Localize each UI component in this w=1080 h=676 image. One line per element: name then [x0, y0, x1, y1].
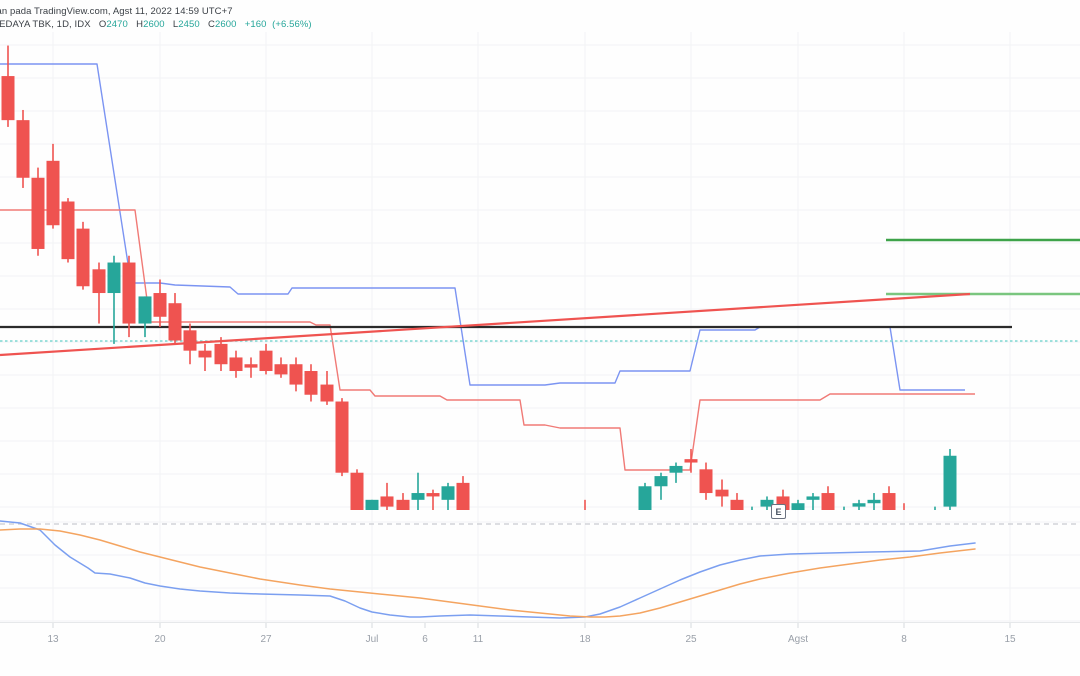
candle[interactable] [274, 357, 288, 378]
time-axis-label: Agst [788, 634, 808, 645]
earnings-marker[interactable]: E [771, 504, 786, 519]
candle[interactable] [699, 462, 713, 500]
candle[interactable] [638, 482, 652, 510]
chart-watermark: dikan pada TradingView.com, Agst 11, 202… [0, 6, 1080, 17]
candle[interactable] [76, 221, 90, 290]
candle[interactable] [259, 343, 273, 375]
candle[interactable] [46, 143, 60, 229]
candle[interactable] [214, 337, 228, 372]
low-label: L [172, 19, 179, 30]
candle[interactable] [31, 167, 45, 256]
time-axis-label: 13 [47, 634, 59, 645]
time-axis-label: 15 [1004, 634, 1016, 645]
supertrend-bearish-line [0, 63, 965, 391]
time-axis[interactable]: 13 20 27 Jul 6 11 18 25 Agst 8 15 [0, 622, 1080, 676]
high-label: H [136, 19, 144, 30]
time-axis-svg: 13 20 27 Jul 6 11 18 25 Agst 8 15 [47, 623, 1016, 645]
candle[interactable] [365, 499, 379, 510]
candle[interactable] [107, 255, 121, 344]
candle[interactable] [898, 503, 911, 510]
change-percent: (+6.56%) [272, 19, 312, 30]
candle[interactable] [654, 472, 668, 500]
candle[interactable] [943, 448, 957, 510]
price-chart-svg[interactable] [0, 32, 1080, 510]
candle[interactable] [882, 486, 896, 510]
candle[interactable] [426, 489, 440, 510]
candle[interactable] [168, 293, 182, 344]
candle[interactable] [183, 323, 197, 365]
macd-gridlines [0, 510, 1080, 622]
macd-indicator-pane[interactable] [0, 510, 1080, 622]
price-pane[interactable] [0, 32, 1080, 510]
low-value: 2450 [178, 19, 200, 30]
candle[interactable] [153, 279, 167, 327]
open-value: 2470 [106, 19, 128, 30]
candlestick-series[interactable] [1, 45, 957, 510]
candle[interactable] [821, 486, 835, 510]
candle[interactable] [730, 493, 744, 510]
earnings-marker-label: E [775, 506, 782, 517]
candle[interactable] [441, 482, 455, 510]
change-value: +160 [244, 19, 267, 30]
time-axis-label: Jul [366, 634, 379, 645]
candle[interactable] [320, 371, 334, 405]
time-axis-label: 27 [260, 634, 272, 645]
candle[interactable] [61, 198, 75, 263]
candle[interactable] [122, 255, 136, 338]
time-axis-label: 25 [685, 634, 697, 645]
macd-line-series [0, 520, 976, 619]
candle[interactable] [684, 448, 698, 473]
candle[interactable] [669, 462, 683, 483]
open-label: O [98, 19, 107, 30]
candle[interactable] [92, 262, 106, 324]
candle[interactable] [198, 343, 212, 372]
macd-chart-svg[interactable] [0, 510, 1080, 622]
watermark-text: dikan pada TradingView.com, Agst 11, 202… [0, 6, 233, 17]
candle[interactable] [1, 45, 15, 127]
symbol-name[interactable]: A SEDAYA TBK, 1D, IDX [0, 19, 91, 30]
price-gridlines [0, 32, 1080, 510]
candle[interactable] [852, 499, 866, 510]
symbol-info-bar[interactable]: A SEDAYA TBK, 1D, IDX O2470 H2600 L2450 … [0, 19, 1080, 30]
candle[interactable] [304, 364, 318, 402]
candle[interactable] [244, 357, 258, 378]
candle[interactable] [138, 296, 152, 338]
close-label: C [208, 19, 215, 30]
candle[interactable] [229, 350, 243, 378]
candle[interactable] [350, 469, 364, 510]
time-axis-label: 18 [579, 634, 591, 645]
candle[interactable] [289, 357, 303, 392]
candle[interactable] [760, 496, 774, 510]
candle[interactable] [16, 109, 30, 188]
candle[interactable] [456, 476, 470, 510]
time-axis-ticks [52, 623, 1011, 628]
candle[interactable] [715, 479, 729, 507]
candle[interactable] [335, 398, 349, 477]
candle[interactable] [579, 499, 592, 510]
candle[interactable] [411, 472, 425, 510]
high-value: 2600 [143, 19, 165, 30]
time-axis-labels: 13 20 27 Jul 6 11 18 25 Agst 8 15 [47, 634, 1016, 645]
supertrend-bullish-line [0, 209, 975, 471]
time-axis-label: 11 [473, 634, 484, 645]
time-axis-label: 6 [422, 634, 428, 645]
time-axis-label: 20 [154, 634, 166, 645]
close-value: 2600 [215, 19, 237, 30]
candle[interactable] [380, 482, 394, 510]
candle[interactable] [867, 493, 881, 510]
candle[interactable] [791, 499, 805, 510]
candle[interactable] [806, 493, 820, 510]
candle[interactable] [396, 493, 410, 510]
time-axis-label: 8 [901, 634, 907, 645]
